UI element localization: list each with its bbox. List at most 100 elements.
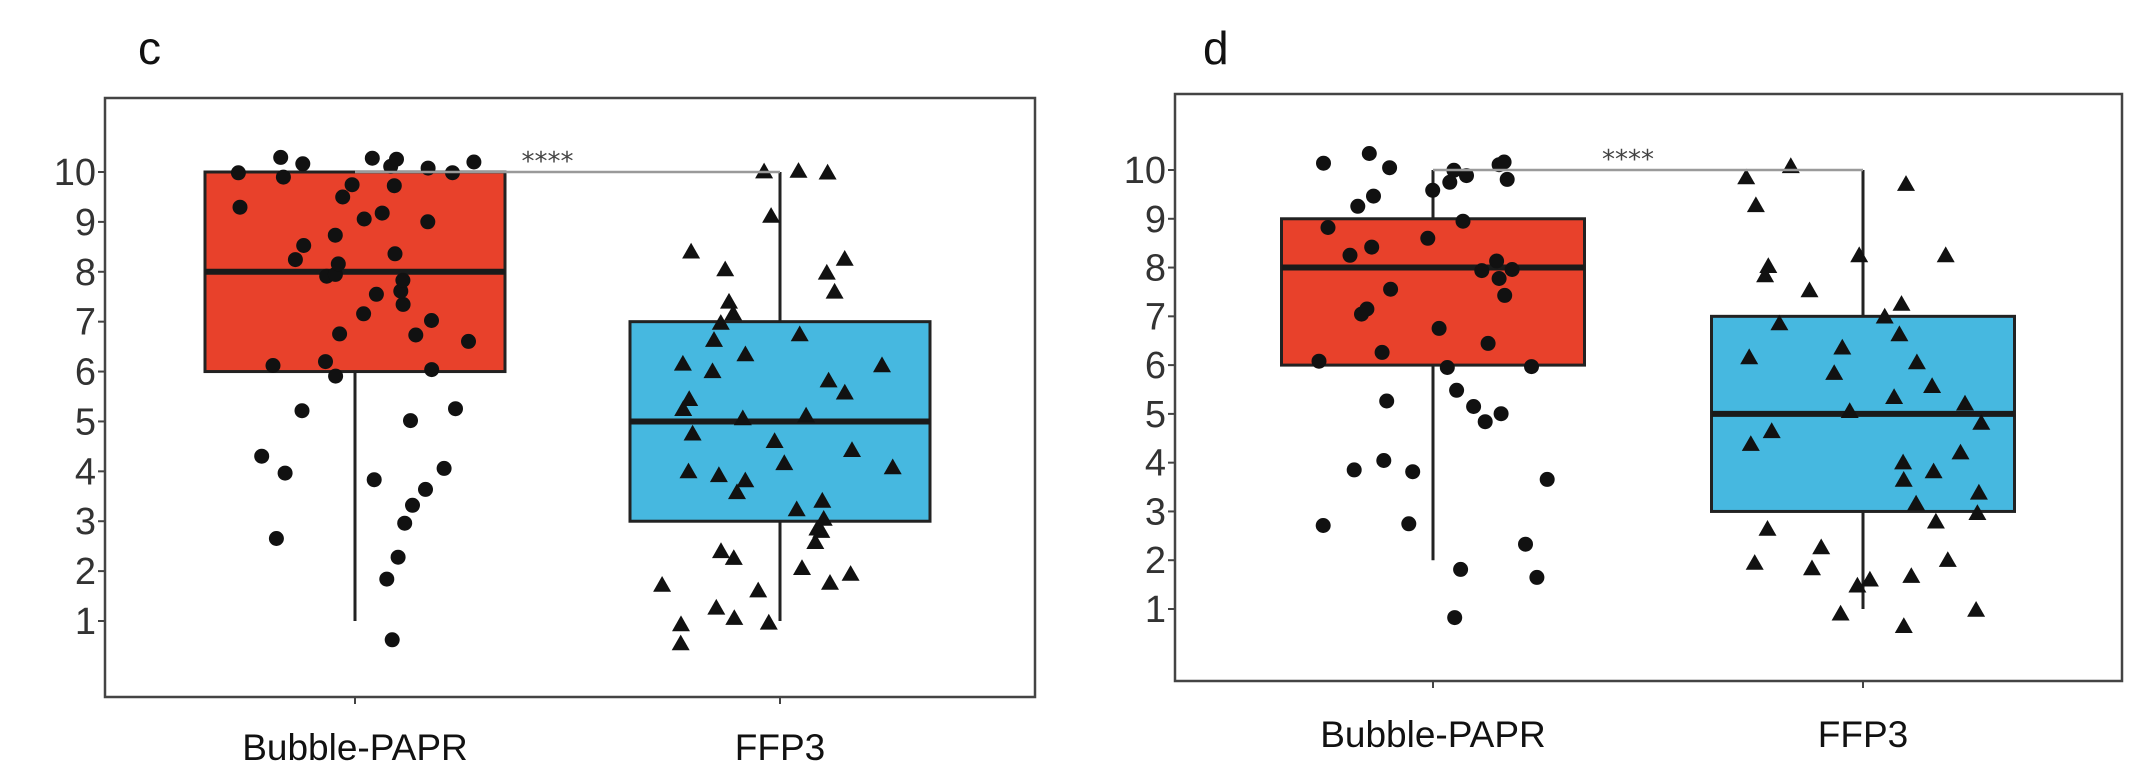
data-point — [1447, 610, 1463, 626]
data-point — [1833, 338, 1852, 355]
data-point — [873, 356, 891, 373]
data-point — [736, 471, 755, 488]
data-point — [1459, 168, 1474, 184]
data-point — [711, 314, 730, 330]
data-point — [733, 409, 752, 426]
data-point — [680, 390, 699, 406]
data-point — [843, 441, 861, 457]
y-tick-label: 7 — [75, 302, 96, 344]
data-point — [762, 207, 781, 223]
y-tick-label: 3 — [75, 501, 96, 543]
data-point — [835, 383, 854, 400]
data-point — [1840, 402, 1859, 418]
x-tick-label: Bubble-PAPR — [242, 727, 468, 768]
data-point — [765, 432, 784, 448]
data-point — [682, 242, 701, 259]
data-point — [1518, 536, 1533, 552]
data-point — [673, 354, 692, 371]
data-point — [1489, 253, 1505, 269]
data-point — [384, 632, 400, 648]
data-point — [1758, 520, 1777, 536]
data-point — [277, 465, 293, 481]
data-point — [1425, 182, 1441, 198]
data-point — [1499, 171, 1515, 187]
y-tick-label: 10 — [1124, 150, 1166, 192]
data-point — [709, 466, 728, 483]
data-point — [835, 250, 854, 266]
data-point — [330, 256, 346, 272]
data-point — [1956, 394, 1974, 411]
data-point — [390, 549, 406, 565]
data-point — [1364, 239, 1380, 255]
data-point — [1401, 516, 1417, 532]
data-point — [368, 286, 384, 302]
data-point — [1497, 287, 1513, 303]
data-point — [387, 246, 403, 262]
data-point — [1420, 230, 1436, 246]
data-point — [825, 282, 844, 299]
data-point — [1907, 494, 1926, 511]
data-point — [1491, 271, 1507, 286]
data-point — [424, 362, 440, 378]
data-point — [1529, 569, 1545, 585]
y-tick-label: 9 — [1145, 199, 1166, 241]
data-point — [1455, 213, 1471, 229]
data-point — [683, 424, 702, 441]
data-point — [720, 292, 738, 309]
data-point — [716, 260, 735, 277]
panel-d-label: d — [1203, 22, 1229, 74]
data-point — [1382, 160, 1398, 176]
data-point — [1740, 348, 1759, 365]
data-point — [296, 238, 312, 253]
x-tick-label: Bubble-PAPR — [1320, 714, 1546, 755]
data-point — [1366, 188, 1381, 204]
data-point — [1938, 551, 1957, 567]
data-point — [386, 178, 402, 194]
data-point — [674, 400, 693, 416]
data-point — [1442, 174, 1458, 190]
data-point — [1875, 307, 1894, 324]
data-point — [265, 358, 281, 373]
data-point — [1741, 435, 1760, 451]
data-point — [448, 401, 463, 417]
data-point — [356, 306, 372, 322]
data-point — [724, 549, 743, 565]
data-point — [418, 481, 433, 497]
data-point — [1746, 196, 1765, 213]
significance-label: **** — [1602, 145, 1654, 175]
data-point — [1860, 570, 1879, 587]
data-point — [294, 403, 310, 419]
data-point — [1972, 414, 1991, 430]
data-point — [736, 345, 755, 362]
data-point — [1885, 388, 1904, 404]
data-point — [1493, 406, 1509, 422]
data-point — [1311, 353, 1327, 369]
y-tick-label: 9 — [75, 202, 96, 244]
x-tick-label: FFP3 — [1818, 714, 1908, 755]
data-point — [466, 154, 482, 170]
data-point — [806, 533, 825, 549]
data-point — [749, 581, 768, 598]
data-point — [1890, 325, 1909, 342]
data-point — [1907, 353, 1926, 370]
data-point — [1812, 538, 1831, 555]
data-point — [379, 571, 395, 587]
data-point — [1968, 504, 1987, 520]
data-point — [789, 162, 808, 178]
y-tick-label: 5 — [75, 401, 96, 443]
data-point — [1359, 301, 1375, 317]
plot-frame — [1173, 92, 2124, 683]
data-point — [1496, 154, 1512, 170]
y-tick-label: 1 — [75, 601, 96, 643]
data-point — [335, 189, 351, 205]
data-point — [671, 634, 690, 651]
data-point — [1431, 320, 1447, 336]
data-point — [254, 448, 270, 464]
data-point — [273, 149, 289, 165]
data-point — [461, 333, 476, 349]
y-tick-label: 8 — [75, 252, 96, 294]
data-point — [728, 483, 746, 500]
y-tick-label: 10 — [54, 152, 96, 194]
data-point — [1894, 617, 1913, 633]
